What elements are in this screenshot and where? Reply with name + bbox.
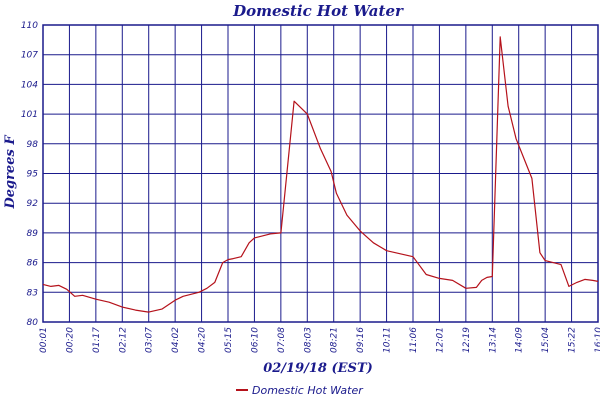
x-tick-label: 06:10 [250, 327, 260, 353]
x-tick-label: 12:19 [462, 327, 472, 353]
x-tick-label: 08:03 [303, 327, 313, 353]
grid [42, 24, 599, 323]
y-tick-label: 98 [27, 140, 39, 150]
chart-title: Domestic Hot Water [232, 2, 404, 20]
y-tick-label: 110 [21, 21, 38, 31]
x-tick-label: 05:15 [224, 327, 234, 353]
x-tick-label: 10:11 [383, 327, 393, 353]
x-tick-label: 07:08 [277, 327, 287, 353]
y-ticks: 80 83 86 89 92 95 98 101 104 107 110 [21, 21, 38, 328]
y-tick-label: 104 [21, 80, 38, 90]
x-tick-label: 11:06 [409, 327, 419, 353]
x-tick-label: 15:04 [541, 327, 551, 353]
x-ticks: 00:01 00:20 01:17 02:12 03:07 04:02 04:20 05:15… [39, 327, 600, 353]
x-tick-label: 04:02 [171, 327, 181, 353]
y-axis-label: Degrees F [3, 135, 18, 210]
y-tick-label: 107 [21, 51, 38, 61]
y-tick-label: 83 [27, 288, 39, 298]
x-tick-label: 00:01 [39, 327, 49, 353]
x-tick-label: 01:17 [92, 327, 102, 353]
y-tick-label: 80 [27, 318, 39, 328]
y-tick-label: 95 [27, 170, 39, 180]
x-tick-label: 08:21 [330, 327, 340, 353]
x-tick-label: 14:09 [515, 327, 525, 353]
x-axis-label: 02/19/18 (EST) [263, 361, 373, 376]
x-tick-label: 04:20 [198, 327, 208, 353]
x-tick-label: 09:16 [356, 327, 366, 353]
legend: Domestic Hot Water [236, 384, 364, 397]
x-tick-label: 03:07 [145, 327, 155, 353]
y-tick-label: 101 [21, 110, 38, 120]
series-line [42, 36, 599, 313]
x-tick-label: 12:01 [435, 327, 445, 353]
y-tick-label: 89 [27, 229, 39, 239]
series-group [42, 36, 599, 313]
x-tick-label: 16:10 [594, 327, 600, 353]
x-tick-label: 02:12 [118, 327, 128, 353]
x-tick-label: 13:14 [488, 327, 498, 353]
x-tick-label: 15:22 [568, 327, 578, 353]
legend-label: Domestic Hot Water [252, 384, 364, 397]
x-tick-label: 00:20 [65, 327, 75, 353]
y-tick-label: 92 [27, 199, 39, 209]
y-tick-label: 86 [27, 259, 39, 269]
